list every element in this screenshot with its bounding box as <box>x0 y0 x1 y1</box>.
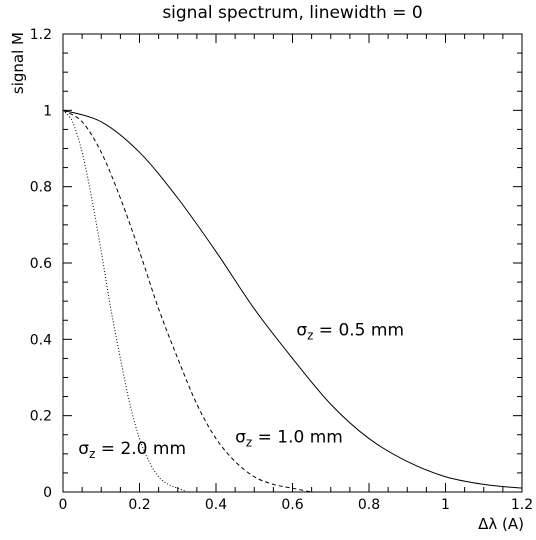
x-tick-label: 0.8 <box>358 497 380 513</box>
y-tick-label: 1 <box>43 103 52 119</box>
x-tick-label: 1.2 <box>511 497 533 513</box>
x-tick-label: 0.2 <box>128 497 150 513</box>
series-line <box>62 109 312 493</box>
series-line <box>62 109 188 493</box>
x-axis-label: Δλ (A) <box>478 515 524 533</box>
plot-frame <box>62 33 523 493</box>
series-line <box>62 109 523 489</box>
curve-annotation: σz = 0.5 mm <box>296 321 404 343</box>
chart-title: signal spectrum, linewidth = 0 <box>162 3 422 23</box>
x-tick-label: 1 <box>441 497 450 513</box>
curve-annotation: σz = 1.0 mm <box>235 427 343 449</box>
tick-labels: 0 0.2 0.4 0.6 0.8 1 1.2 0 0.2 0.4 0.6 0.8 1 1.2 <box>30 27 533 513</box>
y-tick-label: 0.6 <box>30 256 52 272</box>
tick-marks <box>62 33 523 493</box>
y-tick-label: 0.8 <box>30 180 52 196</box>
y-tick-label: 1.2 <box>30 27 52 43</box>
y-axis-label: signal M <box>9 32 27 94</box>
y-tick-label: 0.4 <box>30 332 52 348</box>
series-lines <box>62 109 523 493</box>
curve-annotation: σz = 2.0 mm <box>78 439 186 461</box>
x-tick-label: 0.6 <box>281 497 303 513</box>
x-tick-label: 0 <box>59 497 68 513</box>
annotations: σz = 0.5 mm σz = 1.0 mm σz = 2.0 mm <box>78 321 404 461</box>
x-tick-label: 0.4 <box>205 497 227 513</box>
y-tick-label: 0.2 <box>30 409 52 425</box>
y-tick-label: 0 <box>43 485 52 501</box>
